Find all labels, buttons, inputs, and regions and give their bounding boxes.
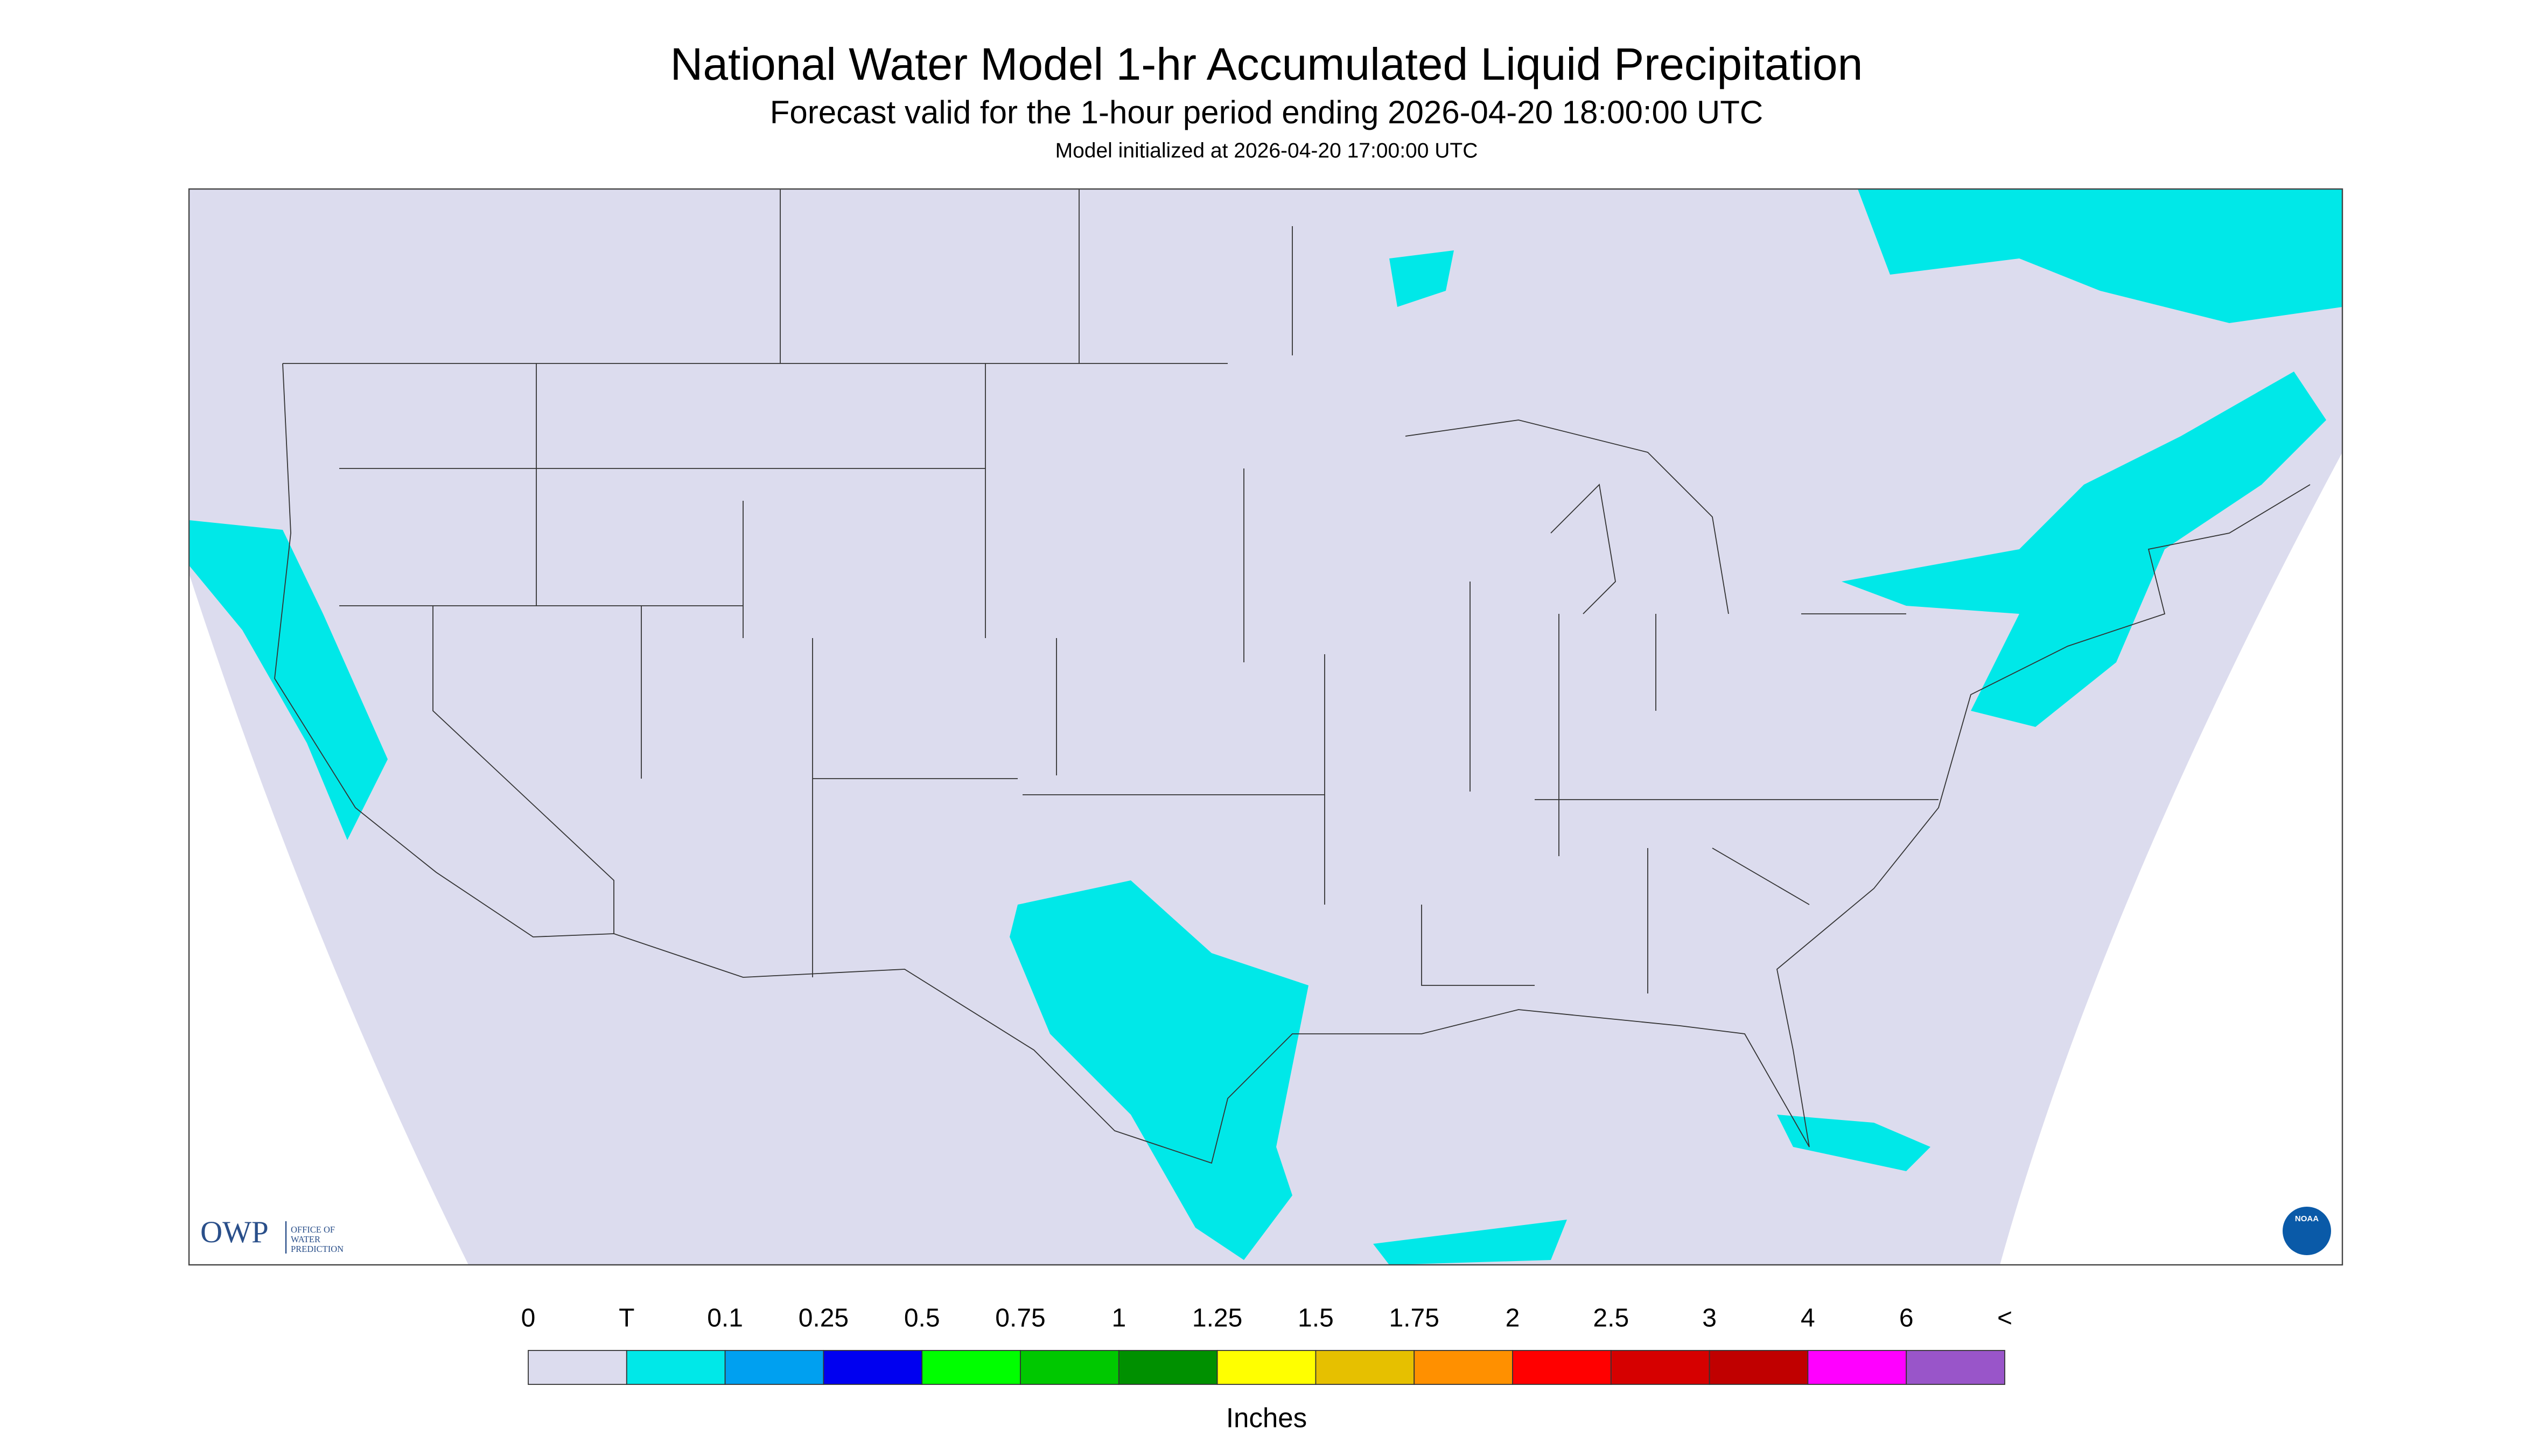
legend-swatch bbox=[1610, 1350, 1710, 1385]
legend: Inches 0 T 0.1 0.25 0.5 0.75 1 1.25 1.5 1.75 2 2.5 3… bbox=[521, 1304, 2012, 1433]
model-domain bbox=[189, 189, 2342, 1265]
legend-swatch bbox=[1906, 1350, 2005, 1385]
precip-areas bbox=[189, 189, 2342, 1265]
logo-line: WATER bbox=[291, 1234, 320, 1244]
legend-swatch bbox=[1414, 1350, 1513, 1385]
legend-label: 0.5 bbox=[904, 1304, 940, 1333]
legend-label: 4 bbox=[1801, 1304, 1815, 1333]
legend-label: 2 bbox=[1506, 1304, 1520, 1333]
legend-label: 2.5 bbox=[1593, 1304, 1629, 1333]
legend-swatch bbox=[528, 1350, 627, 1385]
precip-area bbox=[1010, 880, 1309, 1261]
title: National Water Model 1-hr Accumulated Li… bbox=[670, 39, 1863, 89]
legend-label: 1.5 bbox=[1298, 1304, 1334, 1333]
init-time: Model initialized at 2026-04-20 17:00:00… bbox=[1055, 139, 1478, 162]
legend-swatch bbox=[1512, 1350, 1612, 1385]
legend-label: 6 bbox=[1899, 1304, 1914, 1333]
legend-swatch bbox=[1216, 1350, 1317, 1385]
precip-area bbox=[1777, 1115, 1930, 1172]
legend-label: 0.1 bbox=[707, 1304, 743, 1333]
legend-label: 1 bbox=[1111, 1304, 1126, 1333]
precip-area bbox=[1389, 250, 1454, 307]
legend-label: 0 bbox=[521, 1304, 536, 1333]
legend-swatch bbox=[724, 1350, 824, 1385]
owp-logo: OWP OFFICE OF WATER PREDICTION bbox=[200, 1215, 344, 1254]
legend-swatch bbox=[1118, 1350, 1218, 1385]
logo-line: OFFICE OF bbox=[291, 1224, 335, 1235]
noaa-circle bbox=[2283, 1207, 2331, 1256]
noaa-text: NOAA bbox=[2295, 1214, 2319, 1223]
legend-swatch bbox=[1020, 1350, 1119, 1385]
precip-area bbox=[1858, 189, 2342, 324]
legend-label: 3 bbox=[1702, 1304, 1717, 1333]
legend-swatch bbox=[1807, 1350, 1907, 1385]
legend-swatch bbox=[921, 1350, 1021, 1385]
precip-area bbox=[1842, 372, 2326, 727]
precip-area bbox=[1373, 1220, 1567, 1265]
legend-swatch bbox=[626, 1350, 726, 1385]
precip-area bbox=[189, 520, 388, 841]
map-frame bbox=[188, 188, 2343, 1266]
legend-swatch bbox=[1315, 1350, 1415, 1385]
legend-swatch bbox=[823, 1350, 923, 1385]
subtitle: Forecast valid for the 1-hour period end… bbox=[770, 94, 1763, 130]
legend-label: 0.75 bbox=[995, 1304, 1045, 1333]
legend-label: 0.25 bbox=[799, 1304, 849, 1333]
legend-label: 1.25 bbox=[1192, 1304, 1242, 1333]
map: OWP OFFICE OF WATER PREDICTION NOAA bbox=[188, 188, 2343, 1266]
legend-label: 1.75 bbox=[1389, 1304, 1439, 1333]
legend-unit: Inches bbox=[1226, 1402, 1307, 1433]
logo-acronym: OWP bbox=[200, 1215, 269, 1249]
legend-swatch bbox=[1709, 1350, 1809, 1385]
legend-label: < bbox=[1997, 1304, 2012, 1333]
legend-label: T bbox=[619, 1304, 634, 1333]
boundaries bbox=[274, 189, 2311, 1164]
logo-line: PREDICTION bbox=[291, 1244, 344, 1254]
noaa-logo: NOAA bbox=[2283, 1207, 2331, 1256]
